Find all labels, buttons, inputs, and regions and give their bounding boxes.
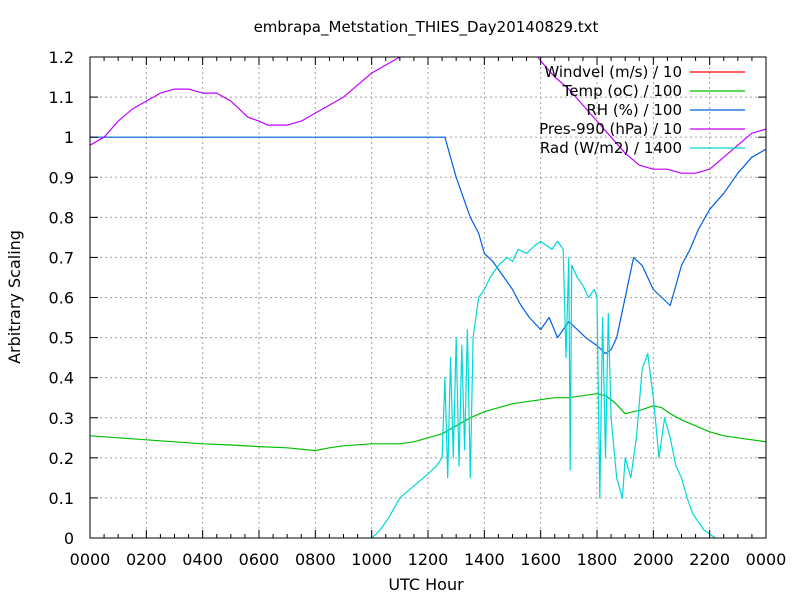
x-tick-label: 0000 [746,550,787,569]
y-tick-label: 0.8 [49,208,74,227]
x-tick-label: 2000 [633,550,674,569]
series-layer [90,57,766,538]
series-line-rad [371,240,716,538]
series-line-pres-990 [90,57,766,174]
y-tick-label: 0.5 [49,329,74,348]
y-tick-label: 0.6 [49,289,74,308]
y-tick-label: 0 [64,529,74,548]
x-tick-label: 0000 [70,550,111,569]
x-tick-label: 1000 [351,550,392,569]
y-tick-labels: 0 0.1 0.2 0.3 0.4 0.5 0.6 0.7 0.8 0.9 1 1.1 1.2 [49,48,74,548]
chart-title: embrapa_Metstation_THIES_Day20140829.txt [254,18,599,37]
x-tick-label: 2200 [689,550,730,569]
legend-label-rh: RH (%) / 100 [586,101,682,119]
legend-label-pres-990: Pres-990 (hPa) / 10 [539,120,682,138]
tick-marks [89,56,767,539]
y-tick-label: 0.9 [49,168,74,187]
y-tick-label: 0.1 [49,489,74,508]
x-tick-label: 0200 [126,550,167,569]
series-line-rh [90,136,766,355]
x-tick-label: 0800 [295,550,336,569]
x-tick-label: 1800 [577,550,618,569]
y-tick-label: 1.2 [49,48,74,67]
y-tick-label: 1.1 [49,88,74,107]
x-tick-label: 1400 [464,550,505,569]
x-tick-label: 1600 [520,550,561,569]
legend-label-windvel: Windvel (m/s) / 10 [544,63,682,81]
x-tick-labels: 0000 0200 0400 0600 0800 1000 1200 1400 1600 1800… [70,550,787,569]
x-axis-label: UTC Hour [388,575,464,594]
legend-label-rad: Rad (W/m2) / 1400 [540,139,682,157]
y-axis-label: Arbitrary Scaling [5,230,24,364]
legend-label-temp: Temp (oC) / 100 [562,82,682,100]
y-tick-label: 0.4 [49,369,74,388]
x-tick-label: 1200 [408,550,449,569]
y-tick-label: 0.2 [49,449,74,468]
y-tick-label: 0.7 [49,248,74,267]
series-line-temp [90,393,766,452]
x-tick-label: 0400 [182,550,223,569]
y-tick-label: 0.3 [49,409,74,428]
x-tick-label: 0600 [239,550,280,569]
y-tick-label: 1 [64,128,74,147]
